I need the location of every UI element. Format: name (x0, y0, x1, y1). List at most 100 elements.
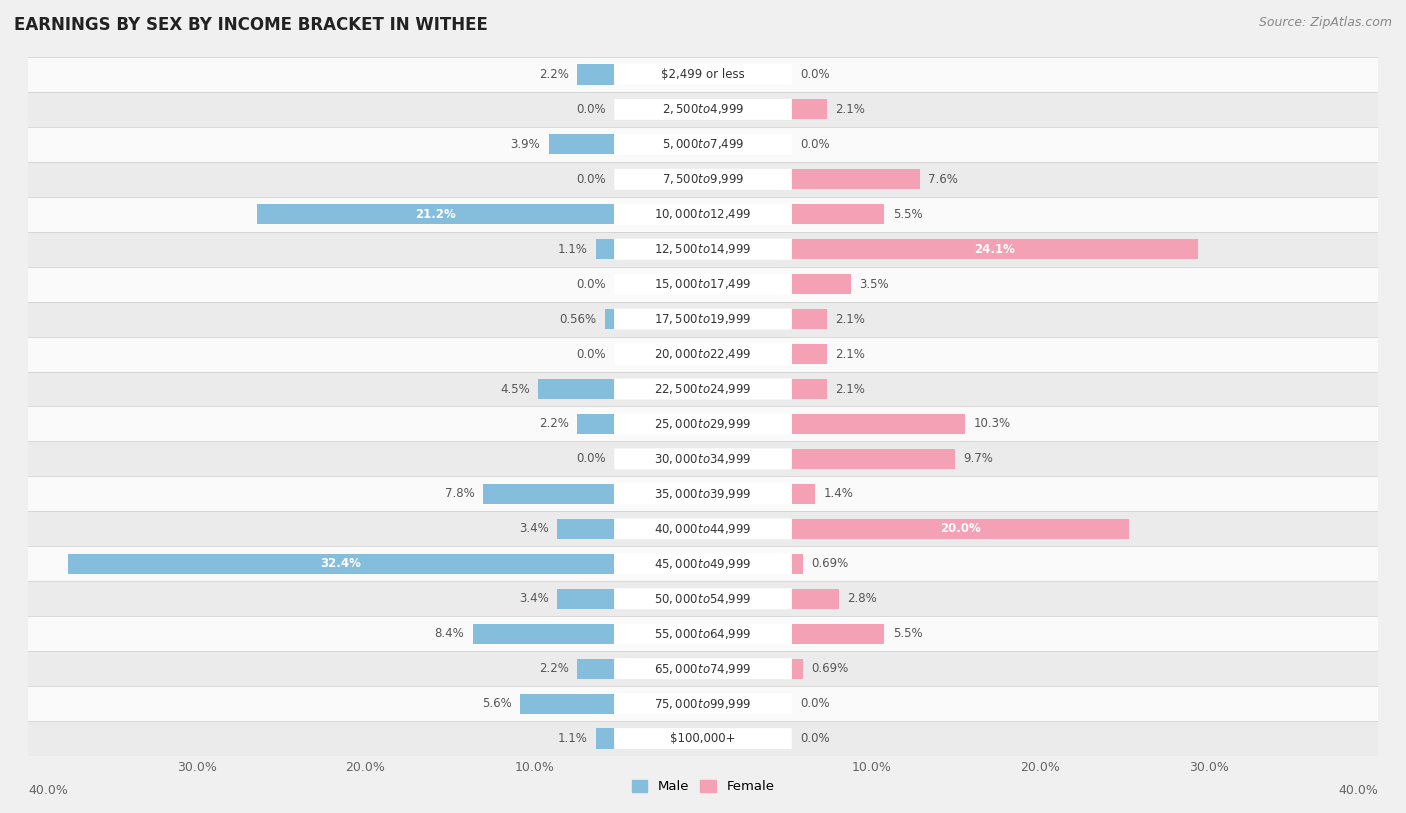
Bar (792, 554, 803, 574)
Text: 5.5%: 5.5% (893, 208, 922, 220)
Bar (792, 659, 803, 679)
Text: 2.2%: 2.2% (538, 418, 569, 430)
FancyBboxPatch shape (614, 309, 792, 329)
Bar (28, 162, 1378, 197)
Text: 2.1%: 2.1% (835, 103, 865, 115)
Text: 0.0%: 0.0% (800, 698, 830, 710)
Text: 7.6%: 7.6% (928, 173, 957, 185)
FancyBboxPatch shape (614, 274, 792, 294)
Text: $12,500 to $14,999: $12,500 to $14,999 (654, 242, 752, 256)
FancyBboxPatch shape (614, 204, 792, 224)
Bar (548, 134, 614, 154)
Bar (28, 686, 1378, 721)
Text: 0.56%: 0.56% (560, 313, 596, 325)
Text: 2.1%: 2.1% (835, 348, 865, 360)
Bar (557, 589, 614, 609)
Text: 7.8%: 7.8% (444, 488, 474, 500)
Bar (28, 441, 1378, 476)
Text: 2.2%: 2.2% (538, 663, 569, 675)
FancyBboxPatch shape (614, 134, 792, 154)
Text: $65,000 to $74,999: $65,000 to $74,999 (654, 662, 752, 676)
Text: 3.4%: 3.4% (519, 523, 548, 535)
Bar (257, 204, 614, 224)
Text: 0.0%: 0.0% (576, 453, 606, 465)
Bar (792, 624, 884, 644)
Text: 0.0%: 0.0% (576, 173, 606, 185)
Bar (28, 372, 1378, 406)
Bar (28, 232, 1378, 267)
Bar (596, 728, 614, 749)
Text: 0.0%: 0.0% (800, 138, 830, 150)
Text: 9.7%: 9.7% (963, 453, 994, 465)
Text: $7,500 to $9,999: $7,500 to $9,999 (662, 172, 744, 186)
Bar (472, 624, 614, 644)
Text: 1.4%: 1.4% (824, 488, 853, 500)
Text: 1.1%: 1.1% (558, 243, 588, 255)
FancyBboxPatch shape (614, 449, 792, 469)
Bar (792, 274, 851, 294)
Bar (596, 239, 614, 259)
Bar (605, 309, 614, 329)
Bar (792, 589, 839, 609)
FancyBboxPatch shape (614, 169, 792, 189)
Text: 21.2%: 21.2% (415, 208, 456, 220)
FancyBboxPatch shape (614, 99, 792, 120)
Text: 10.3%: 10.3% (974, 418, 1011, 430)
FancyBboxPatch shape (614, 589, 792, 609)
Text: 40.0%: 40.0% (28, 784, 67, 797)
Bar (792, 449, 955, 469)
FancyBboxPatch shape (614, 519, 792, 539)
Bar (28, 337, 1378, 372)
Bar (792, 519, 1129, 539)
Text: 2.8%: 2.8% (848, 593, 877, 605)
FancyBboxPatch shape (614, 659, 792, 679)
Bar (28, 267, 1378, 302)
Bar (28, 57, 1378, 92)
Text: 0.0%: 0.0% (576, 348, 606, 360)
Text: 1.1%: 1.1% (558, 733, 588, 745)
Text: $5,000 to $7,499: $5,000 to $7,499 (662, 137, 744, 151)
Bar (520, 693, 614, 714)
Text: 20.0%: 20.0% (941, 523, 980, 535)
Bar (28, 721, 1378, 756)
Text: $50,000 to $54,999: $50,000 to $54,999 (654, 592, 752, 606)
Text: 3.4%: 3.4% (519, 593, 548, 605)
Bar (792, 239, 1198, 259)
Bar (792, 169, 920, 189)
FancyBboxPatch shape (614, 484, 792, 504)
FancyBboxPatch shape (614, 344, 792, 364)
Text: EARNINGS BY SEX BY INCOME BRACKET IN WITHEE: EARNINGS BY SEX BY INCOME BRACKET IN WIT… (14, 16, 488, 34)
Bar (578, 64, 614, 85)
Text: $22,500 to $24,999: $22,500 to $24,999 (654, 382, 752, 396)
Bar (28, 197, 1378, 232)
Legend: Male, Female: Male, Female (626, 775, 780, 798)
Text: 0.0%: 0.0% (576, 103, 606, 115)
FancyBboxPatch shape (614, 693, 792, 714)
Text: 32.4%: 32.4% (321, 558, 361, 570)
Text: $100,000+: $100,000+ (671, 733, 735, 745)
Text: $40,000 to $44,999: $40,000 to $44,999 (654, 522, 752, 536)
Bar (792, 344, 827, 364)
Text: $30,000 to $34,999: $30,000 to $34,999 (654, 452, 752, 466)
Text: 2.1%: 2.1% (835, 313, 865, 325)
Bar (28, 511, 1378, 546)
Bar (67, 554, 614, 574)
Text: $25,000 to $29,999: $25,000 to $29,999 (654, 417, 752, 431)
Text: 0.0%: 0.0% (800, 68, 830, 80)
Text: $15,000 to $17,499: $15,000 to $17,499 (654, 277, 752, 291)
Text: $75,000 to $99,999: $75,000 to $99,999 (654, 697, 752, 711)
FancyBboxPatch shape (614, 414, 792, 434)
Bar (538, 379, 614, 399)
Text: 24.1%: 24.1% (974, 243, 1015, 255)
Bar (28, 651, 1378, 686)
FancyBboxPatch shape (614, 554, 792, 574)
Bar (28, 406, 1378, 441)
Text: $35,000 to $39,999: $35,000 to $39,999 (654, 487, 752, 501)
Text: 5.6%: 5.6% (482, 698, 512, 710)
Text: $45,000 to $49,999: $45,000 to $49,999 (654, 557, 752, 571)
Text: 5.5%: 5.5% (893, 628, 922, 640)
Text: 2.2%: 2.2% (538, 68, 569, 80)
FancyBboxPatch shape (614, 728, 792, 749)
Text: 0.0%: 0.0% (800, 733, 830, 745)
Text: 2.1%: 2.1% (835, 383, 865, 395)
